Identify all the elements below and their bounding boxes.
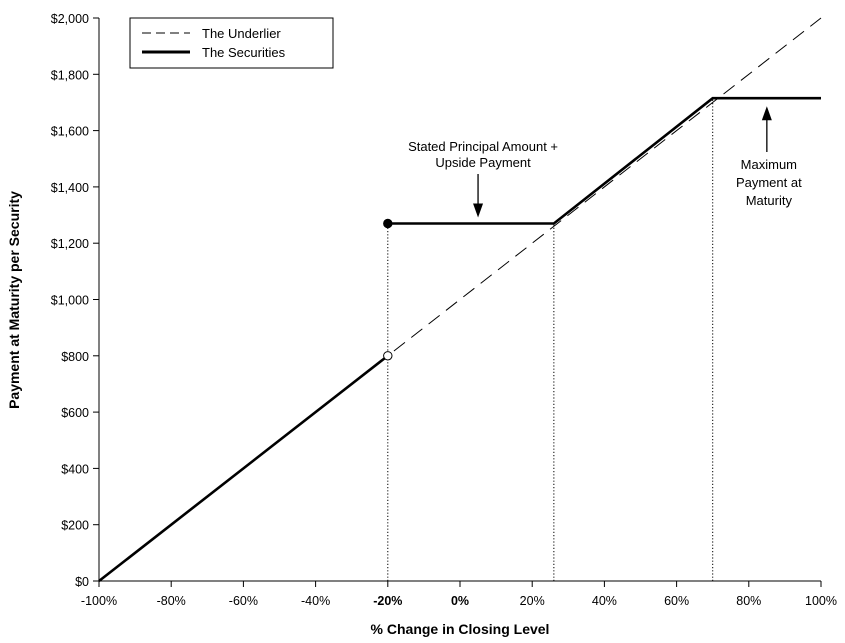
legend-box — [129, 17, 334, 69]
x-tick-label: -60% — [229, 594, 258, 608]
y-tick-label: $800 — [61, 350, 89, 364]
y-axis-ticks: $0 $200 $400 $600 $800 $1,000 $1,200 $1,400 $1,6… — [51, 12, 99, 589]
x-tick-label: 20% — [520, 594, 545, 608]
series-layer — [98, 17, 822, 583]
y-tick-label: $0 — [75, 575, 89, 589]
annotation-upside-payment-line: Stated Principal Amount + — [408, 139, 558, 154]
y-tick-label: $1,200 — [51, 237, 89, 251]
series-line-the-securities — [98, 354, 389, 583]
x-tick-label: 100% — [805, 594, 837, 608]
x-tick-label: -80% — [157, 594, 186, 608]
y-tick-label: $600 — [61, 406, 89, 420]
y-tick-label: $1,000 — [51, 294, 89, 308]
annotation-max-payment-line: Payment at — [736, 175, 802, 190]
x-tick-label: -100% — [81, 594, 117, 608]
x-tick-label: -20% — [373, 594, 402, 608]
x-tick-label: 80% — [736, 594, 761, 608]
x-tick-label: 60% — [664, 594, 689, 608]
y-tick-label: $1,800 — [51, 68, 89, 82]
x-axis-title: % Change in Closing Level — [371, 621, 550, 637]
y-tick-label: $200 — [61, 519, 89, 533]
x-tick-label: 40% — [592, 594, 617, 608]
x-tick-label: -40% — [301, 594, 330, 608]
y-tick-label: $1,600 — [51, 125, 89, 139]
series-line-the-securities — [387, 96, 821, 225]
annotation-upside-arrow-head — [473, 203, 484, 218]
filled-point-marker — [383, 218, 393, 229]
x-axis-ticks: -100% -80% -60% -40% -20% 0% 20% 40% 60% 80% 100% — [81, 581, 837, 608]
annotation-max-payment-line: Maximum — [741, 157, 797, 172]
annotations-layer: Stated Principal Amount +Upside Payment M… — [408, 106, 802, 218]
open-point-marker — [383, 351, 393, 361]
legend-label-underlier: The Underlier — [202, 26, 281, 41]
y-tick-label: $1,400 — [51, 181, 89, 195]
y-axis-title: Payment at Maturity per Security — [6, 191, 22, 409]
annotation-max-arrow-head — [761, 106, 772, 121]
markers-layer — [383, 218, 393, 361]
x-tick-label: 0% — [451, 594, 469, 608]
legend: The Underlier The Securities — [129, 17, 334, 69]
annotation-upside-payment-line: Upside Payment — [435, 155, 531, 170]
reference-lines — [387, 98, 714, 581]
y-tick-label: $2,000 — [51, 12, 89, 26]
annotation-max-payment-line: Maturity — [746, 193, 793, 208]
legend-label-securities: The Securities — [202, 45, 286, 60]
y-tick-label: $400 — [61, 462, 89, 476]
